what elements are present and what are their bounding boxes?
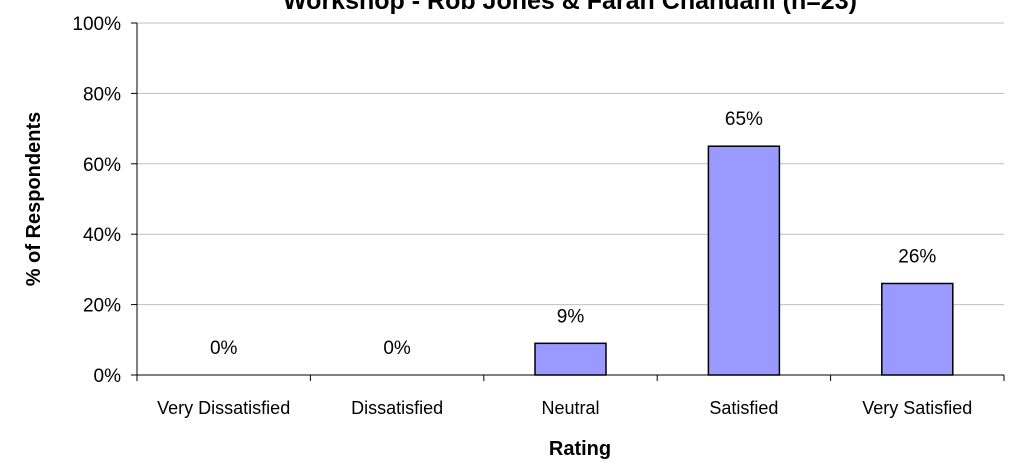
x-axis-tick-marks (136, 375, 1005, 381)
bars (534, 145, 954, 376)
data-label: 65% (725, 109, 763, 130)
x-category-label: Very Dissatisfied (157, 398, 290, 418)
gridlines (137, 22, 1004, 306)
chart-title: Workshop - Rob Jones & Farah Chandani (n… (283, 0, 857, 15)
y-axis-ticks: 0% 20% 40% 60% 80% 100% (72, 14, 137, 387)
y-tick-label: 80% (83, 84, 121, 105)
x-category-label: Very Satisfied (862, 398, 972, 418)
y-tick-label: 100% (72, 14, 121, 35)
x-category-label: Dissatisfied (351, 398, 443, 418)
x-category-label: Satisfied (709, 398, 778, 418)
y-tick-label: 20% (83, 296, 121, 317)
y-tick-label: 60% (83, 155, 121, 176)
y-axis-title: % of Respondents (23, 112, 45, 286)
x-axis-title: Rating (549, 438, 611, 460)
data-label: 9% (557, 306, 585, 327)
y-tick-label: 0% (94, 366, 122, 387)
data-label: 0% (383, 338, 411, 359)
data-label: 26% (898, 246, 936, 267)
y-tick-label: 40% (83, 225, 121, 246)
bar (881, 282, 954, 376)
bar (534, 342, 607, 376)
data-label: 0% (210, 338, 238, 359)
x-axis-categories: Very Dissatisfied Dissatisfied Neutral Sati… (157, 398, 972, 418)
bar (707, 145, 781, 376)
data-labels: 0% 0% 9% 65% 26% (210, 109, 936, 359)
x-category-label: Neutral (541, 398, 599, 418)
